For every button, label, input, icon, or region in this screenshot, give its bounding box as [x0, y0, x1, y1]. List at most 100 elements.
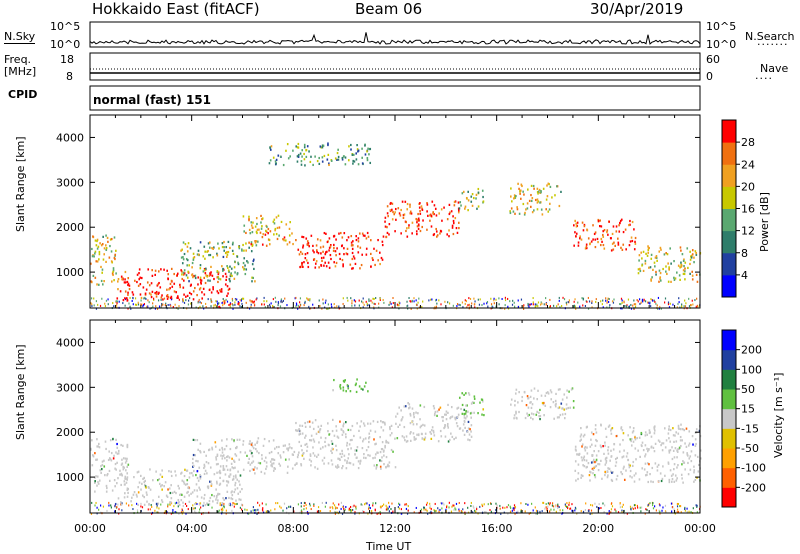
range-cell	[192, 258, 195, 261]
ground-scatter-cell	[528, 305, 530, 308]
range-cell	[274, 227, 277, 231]
range-cell	[264, 456, 267, 459]
ground-scatter-cell	[532, 301, 534, 304]
ground-scatter-cell	[334, 510, 336, 513]
range-cell	[352, 240, 354, 243]
range-cell	[243, 268, 245, 271]
range-cell	[116, 442, 118, 446]
ground-scatter-cell	[612, 301, 615, 304]
ground-scatter-cell	[502, 506, 504, 509]
range-cell	[560, 190, 562, 193]
range-cell	[574, 460, 577, 463]
ground-scatter-cell	[513, 509, 515, 512]
ground-scatter-cell	[645, 300, 647, 303]
range-cell	[518, 410, 520, 414]
range-cell	[685, 445, 688, 448]
ground-scatter-cell	[270, 509, 272, 512]
range-cell	[286, 142, 289, 146]
range-cell	[168, 487, 171, 490]
range-cell	[653, 261, 656, 264]
range-cell	[221, 502, 224, 505]
range-cell	[199, 264, 202, 267]
range-cell	[330, 449, 332, 453]
range-cell	[360, 263, 363, 267]
ground-scatter-cell	[490, 510, 492, 513]
range-cell	[206, 275, 209, 278]
ground-scatter-cell	[434, 502, 436, 505]
range-cell	[288, 227, 291, 230]
range-cell	[330, 440, 333, 443]
range-cell	[450, 210, 453, 213]
range-cell	[186, 250, 189, 253]
range-cell	[448, 235, 450, 238]
range-cell	[207, 486, 210, 490]
range-cell	[361, 440, 364, 443]
ground-scatter-cell	[322, 298, 324, 301]
range-cell	[534, 198, 537, 202]
range-cell	[237, 261, 239, 264]
range-cell	[519, 190, 521, 193]
range-cell	[203, 465, 206, 468]
range-cell	[197, 283, 199, 286]
range-cell	[157, 270, 160, 273]
ground-scatter-cell	[268, 303, 271, 306]
range-cell	[173, 282, 176, 285]
ground-scatter-cell	[547, 505, 549, 508]
range-cell	[398, 406, 400, 409]
ground-scatter-cell	[495, 298, 497, 301]
range-cell	[231, 243, 234, 246]
range-cell	[432, 212, 434, 215]
ground-scatter-cell	[250, 510, 252, 513]
ground-scatter-cell	[641, 506, 643, 509]
range-cell	[259, 231, 262, 234]
range-cell	[555, 392, 557, 396]
range-cell	[216, 494, 218, 498]
range-cell	[110, 451, 113, 455]
range-cell	[199, 474, 201, 477]
range-cell	[439, 406, 442, 409]
range-cell	[194, 276, 197, 280]
ground-scatter-cell	[451, 505, 453, 508]
ground-scatter-cell	[545, 297, 547, 300]
range-cell	[173, 490, 176, 493]
range-cell	[397, 425, 400, 428]
ground-scatter-cell	[250, 300, 252, 303]
ground-scatter-cell	[202, 512, 204, 515]
range-cell	[449, 211, 451, 214]
ground-scatter-cell	[364, 503, 366, 506]
range-cell	[476, 207, 478, 210]
range-cell	[610, 432, 613, 435]
range-cell	[585, 245, 588, 248]
ground-scatter-cell	[187, 303, 190, 306]
range-cell	[320, 436, 322, 439]
range-cell	[351, 267, 353, 270]
range-cell	[455, 436, 457, 439]
range-cell	[301, 235, 303, 238]
range-cell	[357, 163, 360, 166]
range-cell	[612, 448, 615, 451]
range-cell	[547, 392, 550, 395]
ground-scatter-cell	[652, 507, 655, 510]
range-cell	[324, 440, 326, 444]
range-cell	[180, 269, 182, 272]
range-cell	[297, 453, 300, 457]
ground-scatter-cell	[118, 508, 120, 511]
range-cell	[302, 244, 305, 247]
range-cell	[254, 466, 256, 469]
ground-scatter-cell	[203, 307, 205, 310]
range-cell	[215, 458, 218, 461]
range-cell	[644, 474, 647, 477]
range-cell	[186, 482, 189, 486]
range-cell	[403, 425, 406, 429]
range-cell	[201, 297, 204, 300]
range-cell	[189, 472, 191, 475]
range-cell	[217, 499, 219, 502]
range-cell	[112, 437, 114, 441]
range-cell	[275, 446, 278, 449]
ground-scatter-cell	[362, 297, 364, 300]
ground-scatter-cell	[591, 302, 593, 305]
range-cell	[180, 472, 182, 475]
ground-scatter-cell	[458, 508, 460, 511]
range-cell	[305, 237, 308, 240]
range-cell	[352, 267, 354, 270]
